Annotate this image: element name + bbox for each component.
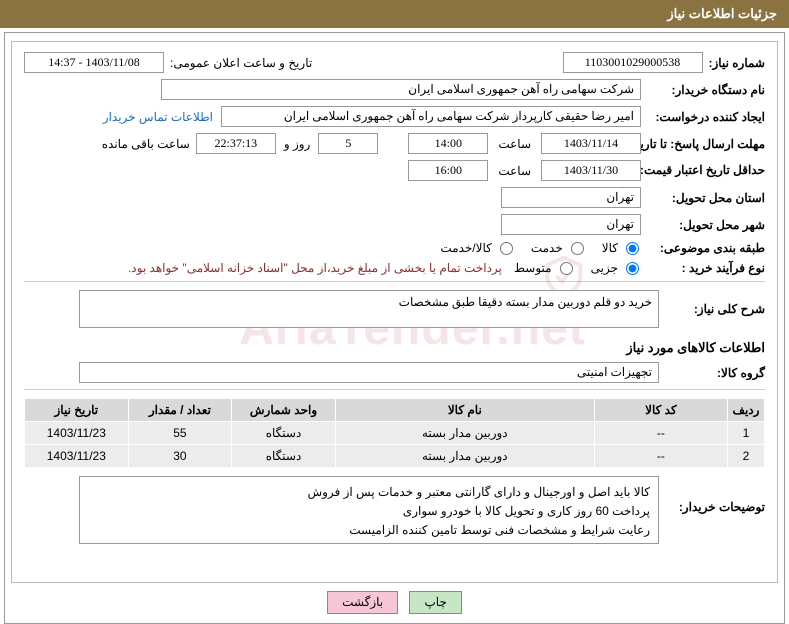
back-button[interactable]: بازگشت xyxy=(327,591,398,614)
table-cell: دستگاه xyxy=(232,445,336,468)
col-header: واحد شمارش xyxy=(232,399,336,422)
validity-date-field: 1403/11/30 xyxy=(541,160,641,181)
row-deadline: مهلت ارسال پاسخ: تا تاریخ: 1403/11/14 سا… xyxy=(24,133,765,154)
table-row: 1--دوربین مدار بستهدستگاه551403/11/23 xyxy=(25,422,765,445)
items-table: ردیفکد کالانام کالاواحد شمارشتعداد / مقد… xyxy=(24,398,765,468)
group-label: گروه کالا: xyxy=(665,366,765,380)
row-process: نوع فرآیند خرید : جزیی متوسط پرداخت تمام… xyxy=(24,261,765,275)
button-bar: چاپ بازگشت xyxy=(11,591,778,614)
buyer-notes-field: کالا باید اصل و اورجینال و دارای گارانتی… xyxy=(79,476,659,544)
col-header: نام کالا xyxy=(335,399,594,422)
form-box: AriaTender.net شماره نیاز: 1103001029000… xyxy=(11,41,778,583)
col-header: تعداد / مقدار xyxy=(128,399,232,422)
requester-field: امیر رضا حقیقی کارپرداز شرکت سهامی راه آ… xyxy=(221,106,641,127)
table-row: 2--دوربین مدار بستهدستگاه301403/11/23 xyxy=(25,445,765,468)
divider-1 xyxy=(24,281,765,282)
radio-goods[interactable] xyxy=(626,242,639,255)
table-cell: 1403/11/23 xyxy=(25,445,129,468)
remaining-time-field: 22:37:13 xyxy=(196,133,276,154)
items-section-title: اطلاعات کالاهای مورد نیاز xyxy=(24,340,765,356)
table-cell: دوربین مدار بسته xyxy=(335,422,594,445)
outer-frame: AriaTender.net شماره نیاز: 1103001029000… xyxy=(4,32,785,624)
table-cell: -- xyxy=(594,422,727,445)
radio-both-label: کالا/خدمت xyxy=(440,241,491,255)
table-cell: -- xyxy=(594,445,727,468)
row-category: طبقه بندی موضوعی: کالا خدمت کالا/خدمت xyxy=(24,241,765,255)
table-cell: 30 xyxy=(128,445,232,468)
remaining-days-label: روز و xyxy=(284,137,311,151)
deadline-date-field: 1403/11/14 xyxy=(541,133,641,154)
time-label-1: ساعت xyxy=(498,137,531,151)
contact-link[interactable]: اطلاعات تماس خریدار xyxy=(103,110,213,124)
buyer-field: شرکت سهامی راه آهن جمهوری اسلامی ایران xyxy=(161,79,641,100)
page-header: جزئیات اطلاعات نیاز xyxy=(0,0,789,28)
buyer-label: نام دستگاه خریدار: xyxy=(647,83,765,97)
announce-field: 1403/11/08 - 14:37 xyxy=(24,52,164,73)
category-label: طبقه بندی موضوعی: xyxy=(647,241,765,255)
radio-service[interactable] xyxy=(571,242,584,255)
group-field: تجهیزات امنیتی xyxy=(79,362,659,383)
col-header: کد کالا xyxy=(594,399,727,422)
need-number-field: 1103001029000538 xyxy=(563,52,703,73)
requester-label: ایجاد کننده درخواست: xyxy=(647,110,765,124)
radio-medium[interactable] xyxy=(560,262,573,275)
table-cell: 1403/11/23 xyxy=(25,422,129,445)
remaining-suffix: ساعت باقی مانده xyxy=(102,137,190,151)
table-cell: 1 xyxy=(728,422,765,445)
province-field: تهران xyxy=(501,187,641,208)
row-buyer-notes: توضیحات خریدار: کالا باید اصل و اورجینال… xyxy=(24,476,765,544)
table-cell: 2 xyxy=(728,445,765,468)
deadline-label: مهلت ارسال پاسخ: تا تاریخ: xyxy=(647,137,765,151)
city-field: تهران xyxy=(501,214,641,235)
need-number-label: شماره نیاز: xyxy=(709,56,765,70)
radio-service-label: خدمت xyxy=(531,241,563,255)
items-header-row: ردیفکد کالانام کالاواحد شمارشتعداد / مقد… xyxy=(25,399,765,422)
process-note: پرداخت تمام یا بخشی از مبلغ خرید،از محل … xyxy=(128,261,502,275)
col-header: تاریخ نیاز xyxy=(25,399,129,422)
row-group: گروه کالا: تجهیزات امنیتی xyxy=(24,362,765,383)
row-validity: حداقل تاریخ اعتبار قیمت: تا تاریخ: 1403/… xyxy=(24,160,765,181)
radio-partial[interactable] xyxy=(626,262,639,275)
radio-medium-label: متوسط xyxy=(514,261,552,275)
row-buyer: نام دستگاه خریدار: شرکت سهامی راه آهن جم… xyxy=(24,79,765,100)
city-label: شهر محل تحویل: xyxy=(647,218,765,232)
row-requester: ایجاد کننده درخواست: امیر رضا حقیقی کارپ… xyxy=(24,106,765,127)
validity-label: حداقل تاریخ اعتبار قیمت: تا تاریخ: xyxy=(647,163,765,179)
process-label: نوع فرآیند خرید : xyxy=(647,261,765,275)
province-label: استان محل تحویل: xyxy=(647,191,765,205)
row-city: شهر محل تحویل: تهران xyxy=(24,214,765,235)
divider-2 xyxy=(24,389,765,390)
table-cell: 55 xyxy=(128,422,232,445)
col-header: ردیف xyxy=(728,399,765,422)
desc-field: خرید دو قلم دوربین مدار بسته دقیقا طبق م… xyxy=(79,290,659,328)
radio-goods-label: کالا xyxy=(602,241,618,255)
desc-label: شرح کلی نیاز: xyxy=(665,302,765,316)
row-province: استان محل تحویل: تهران xyxy=(24,187,765,208)
validity-time-field: 16:00 xyxy=(408,160,488,181)
table-cell: دوربین مدار بسته xyxy=(335,445,594,468)
radio-both[interactable] xyxy=(500,242,513,255)
announce-label: تاریخ و ساعت اعلان عمومی: xyxy=(170,56,312,70)
time-label-2: ساعت xyxy=(498,164,531,178)
deadline-time-field: 14:00 xyxy=(408,133,488,154)
buyer-notes-label: توضیحات خریدار: xyxy=(665,476,765,514)
print-button[interactable]: چاپ xyxy=(409,591,461,614)
table-cell: دستگاه xyxy=(232,422,336,445)
radio-partial-label: جزیی xyxy=(591,261,618,275)
row-description: شرح کلی نیاز: خرید دو قلم دوربین مدار بس… xyxy=(24,290,765,328)
remaining-days-field: 5 xyxy=(318,133,378,154)
row-need-number: شماره نیاز: 1103001029000538 تاریخ و ساع… xyxy=(24,52,765,73)
